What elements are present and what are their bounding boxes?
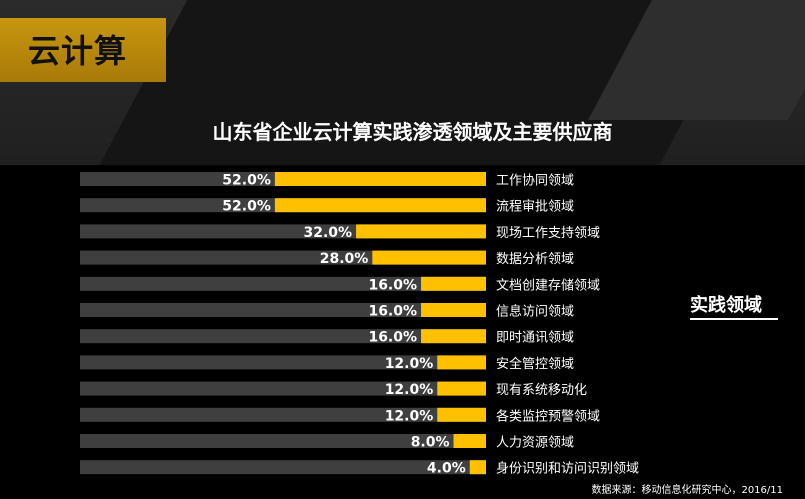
category-label: 人力资源领域 — [496, 436, 574, 451]
bar-data-label: 4.0% — [427, 461, 466, 477]
category-label: 数据分析领域 — [496, 252, 574, 267]
bar-value — [274, 198, 486, 213]
category-label: 信息访问领域 — [496, 304, 574, 320]
chart-title: 山东省企业云计算实践渗透领域及主要供应商 — [212, 120, 613, 144]
category-label: 现有系统移动化 — [496, 383, 587, 398]
bar-track — [80, 303, 486, 317]
bar-data-label: 16.0% — [368, 304, 417, 320]
bar-value — [274, 172, 486, 186]
side-label-underline — [690, 318, 778, 320]
bar-data-label: 32.0% — [304, 225, 353, 241]
bar-data-label: 12.0% — [385, 356, 434, 372]
category-label: 各类监控预警领域 — [496, 408, 600, 424]
bar-track — [80, 276, 486, 291]
bar-value — [469, 460, 486, 475]
category-label: 安全管控领域 — [496, 356, 574, 372]
bar-track — [80, 355, 486, 370]
category-label: 文档创建存储领域 — [496, 278, 600, 293]
section-tag-label: 云计算 — [28, 32, 128, 70]
bar-data-label: 52.0% — [222, 173, 271, 189]
bar-data-label: 28.0% — [320, 251, 369, 267]
bar-value — [437, 381, 486, 396]
category-label: 即时通讯领域 — [496, 331, 574, 346]
bar-value — [421, 276, 486, 291]
bar-data-label: 16.0% — [368, 277, 417, 293]
bar-data-label: 52.0% — [222, 199, 271, 215]
bar-data-label: 16.0% — [368, 330, 417, 346]
bar-data-label: 8.0% — [411, 435, 450, 451]
category-label: 现场工作支持领域 — [496, 226, 600, 241]
bar-value — [372, 250, 486, 265]
bar-value — [453, 434, 486, 448]
source-note: 数据来源：移动信息化研究中心，2016/11 — [591, 485, 783, 496]
category-label: 工作协同领域 — [496, 174, 574, 189]
bar-data-label: 12.0% — [385, 408, 434, 424]
category-label: 流程审批领域 — [496, 200, 574, 215]
bar-data-label: 12.0% — [385, 382, 434, 398]
section-tag: 云计算 — [0, 18, 166, 82]
bar-track — [80, 460, 486, 475]
bar-track — [80, 434, 486, 448]
bar-value — [421, 303, 486, 317]
bar-track — [80, 329, 486, 344]
side-label: 实践领域 — [690, 295, 762, 316]
category-label: 身份识别和访问识别领域 — [496, 461, 639, 477]
bar-value — [356, 224, 486, 239]
bar-track — [80, 381, 486, 396]
bar-value — [421, 329, 486, 344]
bar-track — [80, 407, 486, 422]
bar-value — [437, 355, 486, 370]
bar-value — [437, 407, 486, 422]
